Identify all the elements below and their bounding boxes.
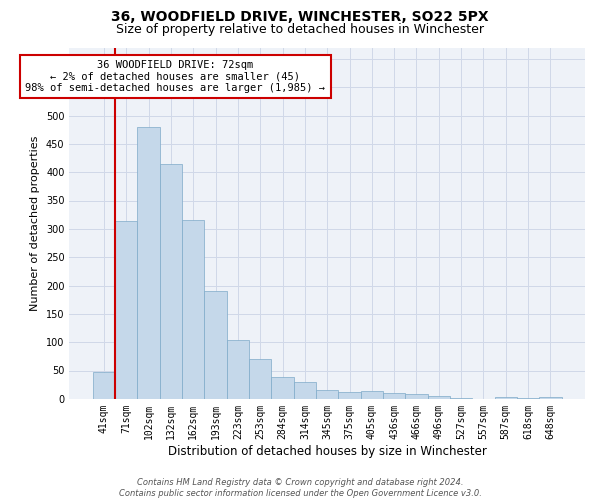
Bar <box>227 340 249 399</box>
Bar <box>494 396 517 399</box>
Bar <box>383 393 406 399</box>
Bar <box>249 359 271 399</box>
Bar <box>205 291 227 399</box>
Bar <box>93 372 115 399</box>
Text: Contains HM Land Registry data © Crown copyright and database right 2024.
Contai: Contains HM Land Registry data © Crown c… <box>119 478 481 498</box>
Text: 36 WOODFIELD DRIVE: 72sqm
← 2% of detached houses are smaller (45)
98% of semi-d: 36 WOODFIELD DRIVE: 72sqm ← 2% of detach… <box>25 60 325 93</box>
Bar <box>182 220 205 399</box>
Bar <box>539 396 562 399</box>
Bar <box>271 378 294 399</box>
Bar <box>160 164 182 399</box>
Y-axis label: Number of detached properties: Number of detached properties <box>31 136 40 311</box>
X-axis label: Distribution of detached houses by size in Winchester: Distribution of detached houses by size … <box>168 444 487 458</box>
Bar <box>115 221 137 399</box>
Bar <box>428 396 450 399</box>
Bar <box>450 398 472 399</box>
Bar <box>294 382 316 399</box>
Bar <box>338 392 361 399</box>
Text: 36, WOODFIELD DRIVE, WINCHESTER, SO22 5PX: 36, WOODFIELD DRIVE, WINCHESTER, SO22 5P… <box>111 10 489 24</box>
Bar <box>361 392 383 399</box>
Text: Size of property relative to detached houses in Winchester: Size of property relative to detached ho… <box>116 22 484 36</box>
Bar <box>316 390 338 399</box>
Bar <box>517 398 539 399</box>
Bar <box>137 127 160 399</box>
Bar <box>406 394 428 399</box>
